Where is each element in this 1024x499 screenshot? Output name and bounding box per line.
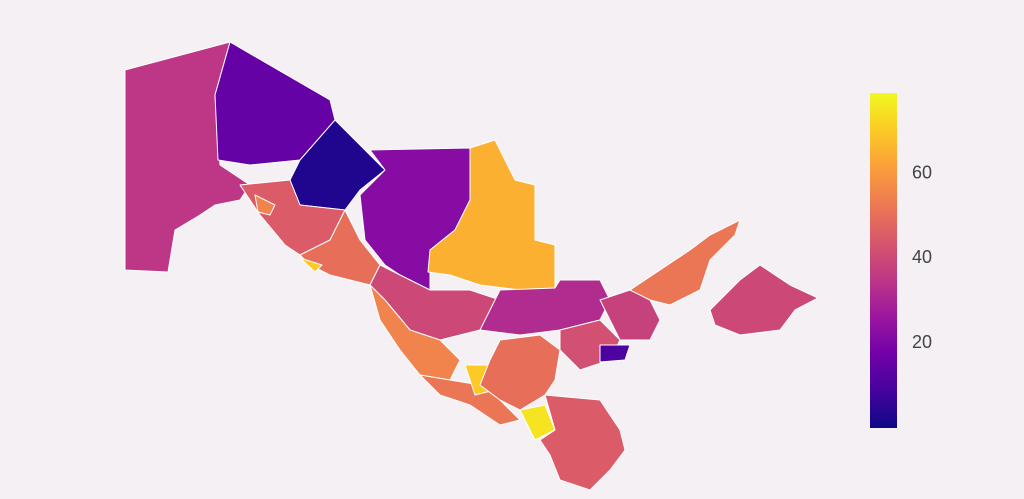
regions (124, 41, 819, 491)
region (214, 41, 336, 166)
region (254, 194, 276, 216)
region (599, 344, 631, 363)
region (369, 284, 461, 381)
colorbar (870, 93, 897, 428)
region (539, 394, 626, 491)
region (299, 257, 323, 273)
region (709, 264, 819, 336)
colorbar-tick-label: 60 (912, 162, 932, 182)
colorbar-tick-label: 40 (912, 247, 932, 267)
region (629, 219, 741, 306)
region (419, 374, 521, 426)
colorbar-tick-label: 20 (912, 332, 932, 352)
region (479, 334, 561, 411)
